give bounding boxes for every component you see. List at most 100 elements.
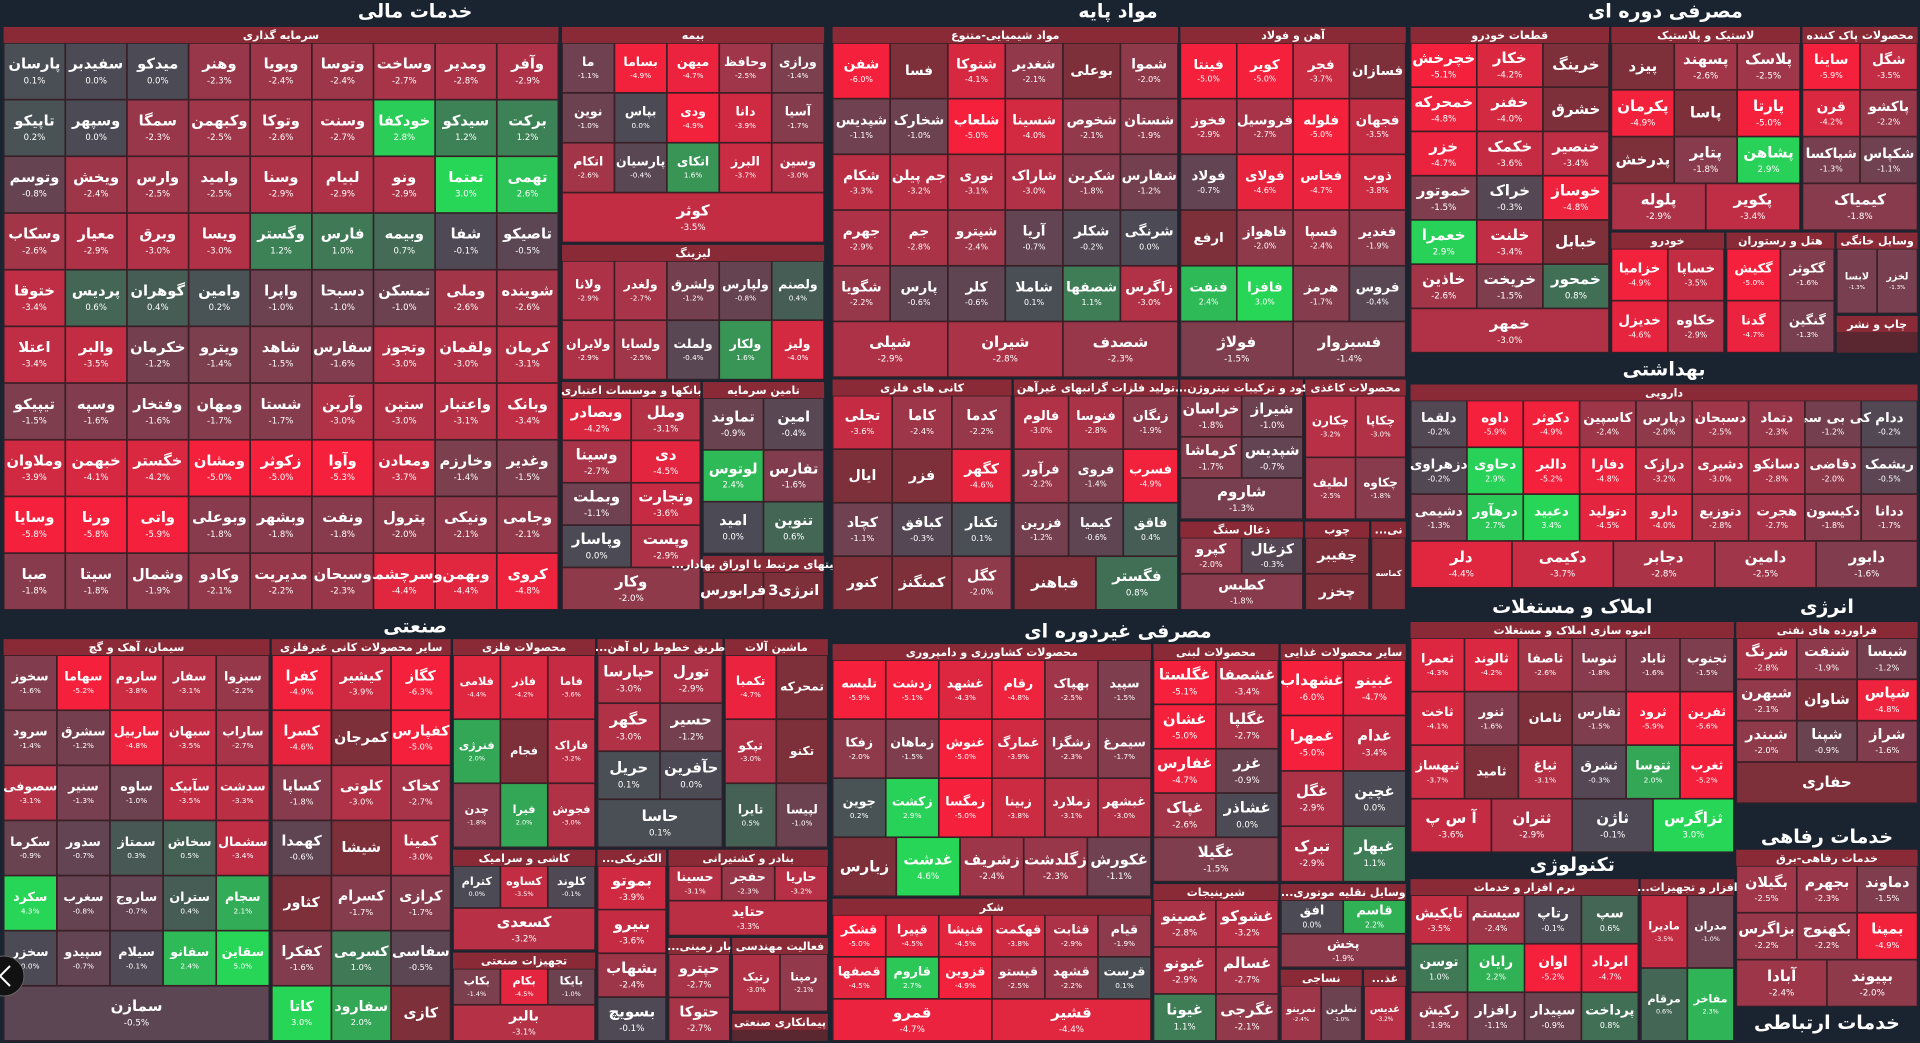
stock-tile[interactable] (1305, 573, 1369, 610)
collapse-circle[interactable] (0, 955, 25, 997)
stock-tile[interactable] (188, 156, 251, 213)
stock-tile[interactable] (3, 269, 66, 327)
stock-tile[interactable] (1857, 865, 1918, 913)
stock-tile[interactable] (1861, 400, 1918, 448)
stock-tile[interactable] (1045, 660, 1098, 719)
stock-tile[interactable] (1180, 210, 1237, 266)
stock-tile[interactable] (1364, 985, 1406, 1041)
stock-tile[interactable] (896, 837, 960, 897)
stock-tile[interactable] (1518, 638, 1573, 692)
stock-tile[interactable] (3, 655, 57, 711)
stock-tile[interactable] (832, 98, 891, 155)
stock-tile[interactable] (1805, 400, 1862, 448)
stock-tile[interactable] (960, 837, 1024, 897)
stock-tile[interactable] (721, 865, 775, 901)
stock-tile[interactable] (65, 496, 127, 553)
stock-tile[interactable] (1410, 494, 1467, 541)
stock-tile[interactable] (1512, 541, 1614, 588)
stock-tile[interactable] (1579, 447, 1636, 494)
stock-tile[interactable] (832, 956, 886, 999)
stock-tile[interactable] (1153, 660, 1216, 705)
stock-tile[interactable] (832, 395, 893, 449)
stock-tile[interactable] (1572, 638, 1626, 692)
stock-tile[interactable] (597, 751, 660, 800)
stock-tile[interactable] (496, 553, 559, 610)
stock-tile[interactable] (496, 326, 559, 383)
stock-tile[interactable] (776, 655, 828, 720)
stock-tile[interactable] (892, 449, 952, 503)
stock-tile[interactable] (947, 43, 1006, 99)
stock-tile[interactable] (331, 655, 391, 711)
stock-tile[interactable] (1687, 895, 1734, 968)
stock-tile[interactable] (3, 439, 66, 497)
stock-tile[interactable] (1236, 265, 1293, 322)
stock-tile[interactable] (250, 496, 312, 553)
stock-tile[interactable] (1293, 210, 1350, 266)
stock-tile[interactable] (1802, 183, 1918, 231)
stock-tile[interactable] (373, 43, 435, 100)
stock-tile[interactable] (1467, 400, 1524, 448)
stock-tile[interactable] (110, 875, 163, 931)
stock-tile[interactable] (1857, 912, 1918, 960)
stock-tile[interactable] (832, 154, 891, 210)
stock-tile[interactable] (1153, 793, 1216, 838)
stock-tile[interactable] (1410, 895, 1468, 944)
stock-tile[interactable] (1305, 457, 1356, 519)
stock-tile[interactable] (312, 383, 374, 440)
stock-tile[interactable] (832, 999, 992, 1041)
stock-tile[interactable] (65, 269, 127, 327)
stock-tile[interactable] (597, 997, 666, 1041)
stock-tile[interactable] (496, 496, 559, 553)
stock-tile[interactable] (1464, 691, 1519, 745)
stock-tile[interactable] (1216, 793, 1279, 838)
stock-tile[interactable] (1572, 691, 1626, 745)
stock-tile[interactable] (391, 930, 451, 986)
stock-tile[interactable] (1653, 798, 1734, 853)
stock-tile[interactable] (597, 655, 660, 704)
stock-tile[interactable] (1410, 943, 1468, 993)
stock-tile[interactable] (1736, 638, 1797, 680)
stock-tile[interactable] (127, 269, 189, 327)
stock-tile[interactable] (660, 751, 723, 800)
stock-tile[interactable] (1491, 798, 1573, 853)
stock-tile[interactable] (373, 99, 435, 157)
stock-tile[interactable] (331, 875, 391, 931)
stock-tile[interactable] (127, 439, 189, 497)
stock-tile[interactable] (1857, 679, 1918, 721)
stock-tile[interactable] (1153, 947, 1216, 994)
stock-tile[interactable] (1123, 395, 1178, 449)
stock-tile[interactable] (992, 719, 1045, 779)
stock-tile[interactable] (992, 999, 1151, 1041)
stock-tile[interactable] (272, 930, 332, 986)
stock-tile[interactable] (1748, 494, 1805, 541)
stock-tile[interactable] (1464, 638, 1519, 692)
stock-tile[interactable] (832, 502, 893, 557)
stock-tile[interactable] (1674, 43, 1737, 90)
stock-tile[interactable] (373, 213, 435, 270)
stock-tile[interactable] (373, 553, 435, 610)
stock-tile[interactable] (272, 655, 332, 711)
stock-tile[interactable] (435, 213, 497, 270)
stock-tile[interactable] (667, 261, 720, 321)
stock-tile[interactable] (992, 956, 1045, 999)
stock-tile[interactable] (1410, 308, 1609, 353)
stock-tile[interactable] (312, 326, 374, 383)
stock-tile[interactable] (496, 439, 559, 497)
stock-tile[interactable] (1281, 771, 1344, 827)
stock-tile[interactable] (660, 703, 723, 752)
stock-tile[interactable] (1068, 395, 1124, 449)
stock-tile[interactable] (500, 655, 548, 720)
stock-tile[interactable] (1063, 98, 1121, 155)
stock-tile[interactable] (1796, 912, 1857, 960)
stock-tile[interactable] (1857, 720, 1918, 762)
stock-tile[interactable] (188, 439, 251, 497)
stock-tile[interactable] (703, 572, 764, 610)
stock-tile[interactable] (496, 156, 559, 213)
stock-tile[interactable] (771, 43, 824, 93)
stock-tile[interactable] (312, 496, 374, 553)
stock-tile[interactable] (1068, 502, 1124, 557)
stock-tile[interactable] (1572, 745, 1626, 799)
stock-tile[interactable] (1524, 943, 1582, 993)
stock-tile[interactable] (1410, 447, 1467, 494)
stock-tile[interactable] (1780, 248, 1835, 301)
